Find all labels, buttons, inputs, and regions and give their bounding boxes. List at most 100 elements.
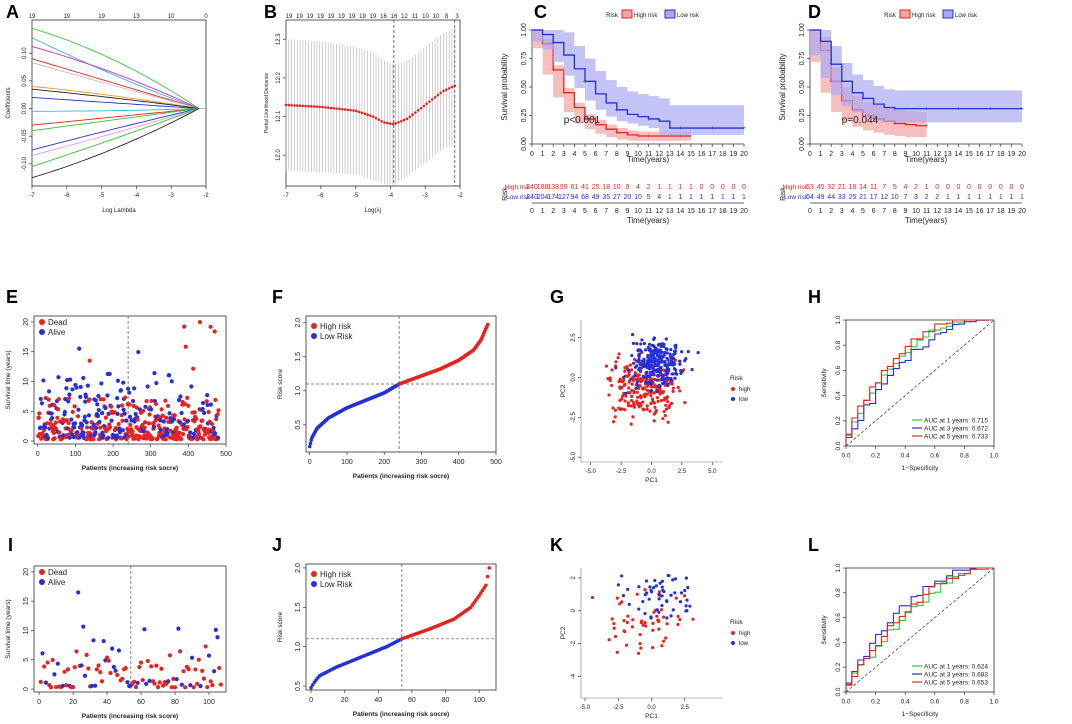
risk-x-tick-label-d: 18 [997,208,1005,215]
dead-patient-point [109,404,114,409]
pca-low-point [648,585,652,589]
pca-low-point [621,594,626,598]
alive-patient-point [67,435,72,440]
y-tick-label-k: -4 [571,673,577,679]
y-axis-label-a: Coefficients [6,87,12,118]
x-tick-label-k: -5.0 [580,705,591,711]
x-tick-label-d: 20 [1018,151,1026,158]
top-tick-label-b: 8 [445,14,449,20]
deviance-point-b [377,118,381,122]
pca-high-point [671,386,675,390]
legend-label-green-l: AUC at 1 years: 0.624 [924,664,988,671]
x-tick-label-d: 12 [933,151,941,158]
risk-x-tick-label-c: 7 [604,208,608,215]
pca-low-point [655,608,659,612]
dead-patient-point [208,679,213,684]
pca-low-point [614,366,618,370]
alive-patient-point [116,648,122,653]
pca-high-point [656,619,661,623]
deviance-point-b [402,118,406,122]
legend-dot-alive-i [39,579,45,585]
alive-patient-point [176,397,182,403]
y-tick-label-g: -2.5 [571,411,577,422]
risk-count-c: 1 [721,194,725,201]
dead-patient-point [200,668,205,673]
dead-patient-point [192,410,197,415]
top-tick-label-b: 19 [328,14,335,20]
pca-low-point [635,380,639,384]
censor-mark-d: + [1020,107,1024,113]
dead-patient-point [64,683,69,688]
censor-mark-c: + [551,68,555,74]
pca-high-point [643,621,647,625]
x-axis-label-j: Patients (increasing risk socre) [353,711,449,718]
alive-patient-point [38,396,43,402]
dead-patient-point [120,418,125,423]
legend-dot-high-k [731,631,735,635]
pca-low-point [678,362,682,366]
x-tick-label-c: 4 [572,151,576,158]
y-tick-label-l: 0.6 [835,613,842,622]
plot-frame-j [305,563,497,691]
alive-patient-point [96,407,101,413]
x-tick-label-i: 20 [69,699,77,706]
pca-low-point [656,360,660,364]
plot-frame-h [845,319,995,447]
y-tick-label-l: 0.0 [835,687,842,696]
alive-patient-point [41,378,46,383]
pca-low-point [657,597,661,601]
dead-patient-point [210,682,215,688]
alive-patient-point [46,389,52,394]
alive-patient-point [144,681,149,686]
alive-patient-point [116,404,121,409]
risk-x-tick-label-c: 10 [634,208,642,215]
risk-count-c: 35 [602,194,610,201]
x-axis-label-g: PC1 [645,477,658,484]
pca-high-point [619,407,623,411]
pca-low-point [662,589,666,594]
alive-patient-point [198,684,203,689]
pca-low-point [640,338,644,342]
alive-patient-point [200,406,205,412]
pca-high-point [630,368,634,372]
risk-x-tick-label-d: 11 [923,208,930,215]
deviance-point-b [310,105,313,108]
dead-patient-point [72,404,77,409]
plot-frame-e [33,315,227,445]
pca-low-point [671,608,675,612]
risk-x-tick-label-d: 8 [893,208,897,215]
x-tick-label-c: 14 [677,151,685,158]
risk-count-d: 21 [838,184,846,191]
panel-label-d: D [808,2,821,22]
pca-low-point [649,382,653,386]
high-risk-point [479,591,483,595]
risk-count-d: 25 [849,194,857,201]
alive-patient-point [143,404,148,409]
alive-patient-point [95,413,101,418]
risk-count-c: 25 [592,184,600,191]
pca-low-point [660,603,664,608]
deviance-point-b [371,115,375,118]
dead-patient-point [66,396,72,401]
pca-low-point [644,579,649,583]
pca-high-point [640,377,644,381]
x-tick-label-a: -4 [134,193,140,199]
high-risk-point [484,583,488,588]
y-tick-label-c: 0.25 [521,109,528,123]
deviance-point-b [385,121,389,125]
alive-patient-point [208,402,214,407]
risk-count-d: 0 [1009,184,1013,191]
dead-patient-point [163,437,168,442]
legend-label-dead-i: Dead [48,568,67,577]
dead-patient-point [193,667,198,672]
pca-high-point [630,394,634,398]
dead-patient-point [101,397,106,402]
x-tick-label-j: 40 [374,697,382,704]
dead-patient-point [208,324,213,329]
pca-low-point [688,604,692,608]
pca-low-point [639,363,643,367]
dead-patient-point [55,415,60,420]
x-tick-label-g: 0.0 [647,469,656,475]
panel-label-k: K [550,535,563,555]
risk-count-d: 1 [946,194,950,201]
